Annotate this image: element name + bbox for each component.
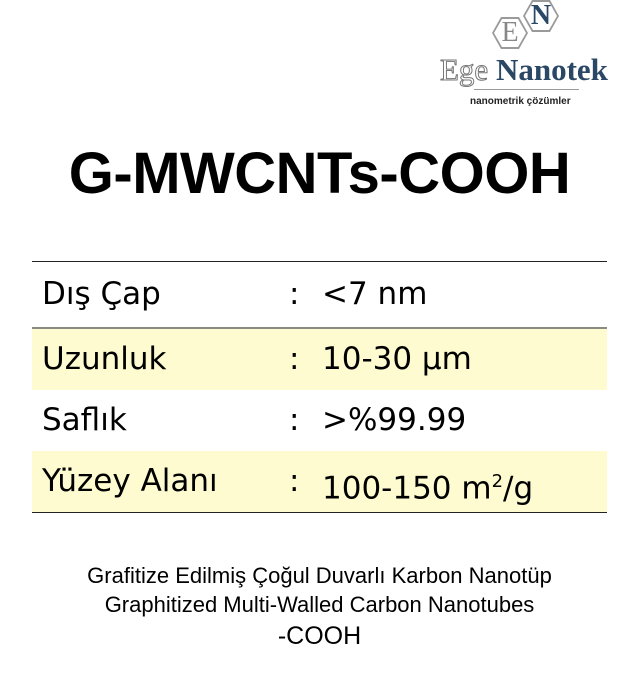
spec-label: Yüzey Alanı — [42, 463, 218, 499]
logo-letter-e: E — [501, 17, 519, 48]
spec-row: Saflık : >%99.99 — [32, 390, 607, 451]
logo-divider — [474, 89, 579, 90]
spec-table: Dış Çap : <7 nm Uzunluk : 10-30 µm Saflı… — [32, 261, 607, 513]
spec-value: 10-30 µm — [322, 341, 472, 377]
description-english: Graphitized Multi-Walled Carbon Nanotube… — [104, 592, 535, 617]
tagline: nanometrik çözümler — [470, 96, 571, 107]
brand-ege: Ege — [439, 52, 489, 88]
spec-label: Saflık — [42, 402, 127, 438]
brand-nanotek: Nanotek — [495, 52, 608, 87]
spec-row: Yüzey Alanı : 100-150 m2/g — [32, 451, 607, 513]
spec-value: 100-150 m2/g — [322, 451, 533, 519]
spec-separator: : — [289, 463, 300, 499]
spec-separator: : — [289, 341, 300, 377]
functional-group: -COOH — [277, 622, 362, 650]
value-superscript: 2 — [491, 471, 504, 492]
spec-row: Dış Çap : <7 nm — [32, 262, 607, 329]
spec-separator: : — [289, 276, 300, 312]
spec-separator: : — [289, 402, 300, 438]
spec-label: Uzunluk — [42, 341, 167, 377]
description-turkish: Grafitize Edilmiş Çoğul Duvarlı Karbon N… — [87, 563, 552, 588]
value-unit: /g — [503, 470, 534, 507]
spec-label: Dış Çap — [42, 276, 161, 312]
spec-value: >%99.99 — [322, 402, 467, 438]
brand-name: Ege Nanotek — [439, 52, 608, 88]
ege-nanotek-logo: E N Ege Nanotek nanometrik çözümler — [430, 0, 639, 120]
hexagon-icon — [523, 0, 559, 32]
spec-row: Uzunluk : 10-30 µm — [32, 329, 607, 390]
product-description: Grafitize Edilmiş Çoğul Duvarlı Karbon N… — [0, 561, 639, 653]
logo-letter-n: N — [530, 0, 552, 31]
value-main: 100-150 m — [322, 470, 492, 507]
spec-value: <7 nm — [322, 276, 428, 312]
product-title: G-MWCNTs-COOH — [68, 141, 571, 206]
